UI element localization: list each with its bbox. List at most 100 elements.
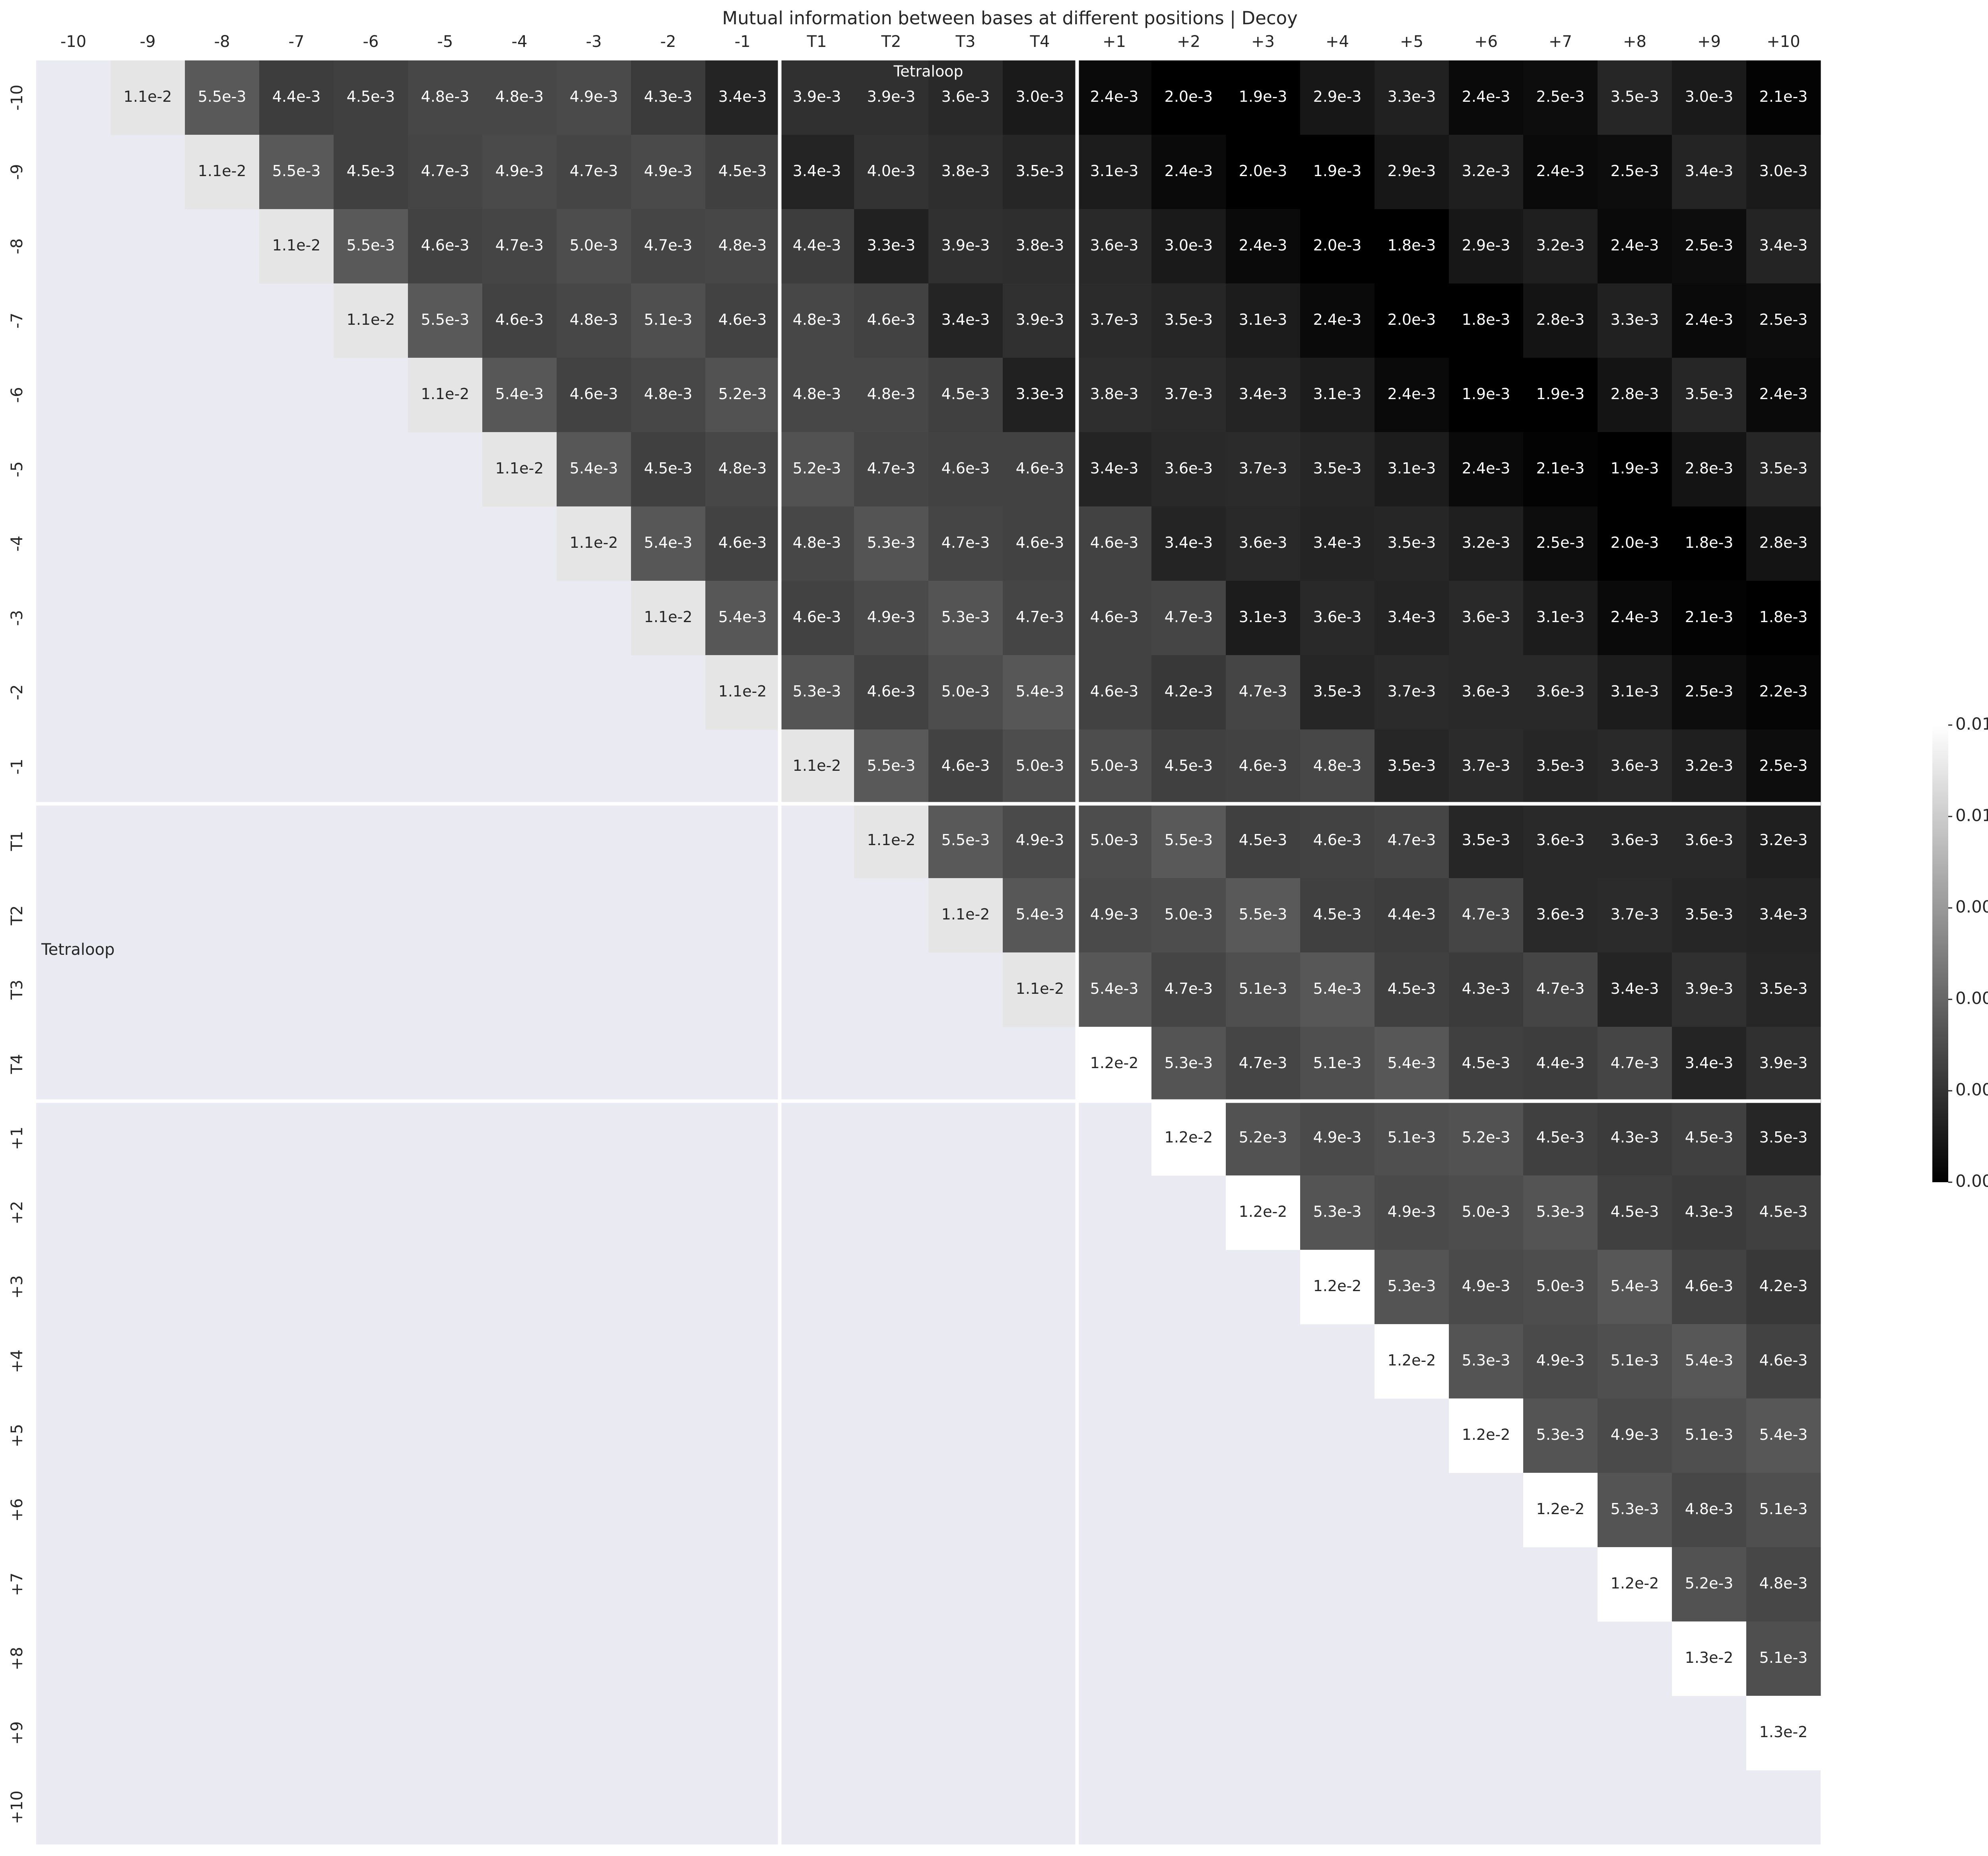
cell-label: 2.8e-3 [1759, 534, 1808, 551]
cell-label: 3.2e-3 [1685, 757, 1734, 774]
cell-label: 3.3e-3 [1388, 88, 1436, 105]
heatmap-cell [1300, 804, 1375, 879]
heatmap-cell [1300, 60, 1375, 135]
colorbar-tick-label: 0.008 [1955, 897, 1988, 917]
cell-label: 5.5e-3 [942, 831, 990, 849]
heatmap-cell [1746, 1101, 1821, 1176]
cell-label: 3.6e-3 [1462, 608, 1510, 626]
heatmap-cell [1003, 878, 1077, 953]
heatmap-cell [1672, 358, 1747, 432]
colorbar-tick-label: 0.010 [1955, 806, 1988, 825]
heatmap-cell [854, 358, 929, 432]
heatmap-cell [1449, 135, 1524, 209]
heatmap-cell [705, 283, 780, 358]
cell-label: 3.6e-3 [1536, 683, 1585, 700]
cell-label: 2.5e-3 [1759, 757, 1808, 774]
cell-label: 2.0e-3 [1611, 534, 1659, 551]
heatmap-cell [557, 209, 631, 284]
heatmap-cell [1746, 655, 1821, 730]
heatmap-cell [705, 581, 780, 656]
cell-label: 1.1e-2 [1016, 980, 1064, 997]
heatmap-cell [1449, 358, 1524, 432]
cell-label: 1.1e-2 [495, 460, 544, 477]
heatmap-cell [1449, 1101, 1524, 1176]
cell-label: 4.4e-3 [1536, 1054, 1585, 1072]
cell-label: 2.8e-3 [1685, 460, 1734, 477]
colorbar [1932, 725, 1948, 1182]
heatmap-cell [1746, 1175, 1821, 1250]
heatmap-cell [1449, 60, 1524, 135]
cell-label: 5.0e-3 [1090, 831, 1139, 849]
heatmap-cell [780, 358, 854, 432]
cell-label: 1.8e-3 [1685, 534, 1734, 551]
heatmap-cell [1523, 432, 1598, 507]
cell-label: 1.1e-2 [124, 88, 172, 105]
heatmap-cell [1226, 283, 1301, 358]
cell-label: 4.6e-3 [942, 757, 990, 774]
heatmap-cell [1523, 283, 1598, 358]
cell-label: 3.5e-3 [1313, 683, 1362, 700]
heatmap-cell [1672, 1324, 1747, 1399]
cell-label: 3.4e-3 [793, 162, 841, 180]
heatmap-cell [1375, 283, 1449, 358]
cell-label: 3.4e-3 [1388, 608, 1436, 626]
heatmap-cell [1449, 432, 1524, 507]
heatmap-cell [1300, 952, 1375, 1027]
heatmap-cell [1449, 581, 1524, 656]
cell-label: 1.1e-2 [421, 385, 470, 403]
heatmap-cell [1746, 1696, 1821, 1771]
cell-label: 4.5e-3 [1388, 980, 1436, 997]
heatmap-cell [928, 581, 1003, 656]
heatmap-cell [1375, 432, 1449, 507]
cell-label: 4.6e-3 [1685, 1277, 1734, 1295]
heatmap-cell [1449, 655, 1524, 730]
cell-label: 4.8e-3 [495, 88, 544, 105]
cell-label: 4.5e-3 [1462, 1054, 1510, 1072]
heatmap-cell [854, 432, 929, 507]
chart-title: Mutual information between bases at diff… [722, 8, 1297, 29]
x-tick-label: +3 [1251, 33, 1275, 51]
heatmap-cell [1003, 804, 1077, 879]
cell-label: 5.3e-3 [1611, 1500, 1659, 1518]
heatmap-cell [1598, 1324, 1672, 1399]
cell-label: 4.8e-3 [570, 311, 618, 328]
cell-label: 3.6e-3 [1611, 757, 1659, 774]
cell-label: 4.8e-3 [1685, 1500, 1734, 1518]
x-tick-label: +1 [1103, 33, 1126, 51]
heatmap-cell [1746, 952, 1821, 1027]
cell-label: 4.2e-3 [1165, 683, 1213, 700]
cell-label: 5.0e-3 [942, 683, 990, 700]
heatmap-cell [1151, 952, 1226, 1027]
cell-label: 4.7e-3 [421, 162, 470, 180]
heatmap-cell [780, 506, 854, 581]
heatmap-cell [1746, 1473, 1821, 1548]
cell-label: 4.6e-3 [942, 460, 990, 477]
y-tick-label: -1 [8, 759, 26, 775]
cell-label: 4.6e-3 [867, 683, 916, 700]
heatmap-cell [705, 655, 780, 730]
heatmap-cell [259, 60, 334, 135]
cell-label: 1.2e-2 [1536, 1500, 1585, 1518]
cell-label: 5.4e-3 [1388, 1054, 1436, 1072]
cell-label: 4.3e-3 [644, 88, 693, 105]
cell-label: 3.5e-3 [1759, 980, 1808, 997]
cell-label: 5.1e-3 [1611, 1352, 1659, 1369]
cell-label: 5.4e-3 [1759, 1426, 1808, 1443]
heatmap-cell [1672, 1175, 1747, 1250]
heatmap-cell [1523, 729, 1598, 804]
cell-label: 4.9e-3 [1090, 906, 1139, 923]
cell-label: 5.2e-3 [718, 385, 767, 403]
heatmap-cell [1746, 358, 1821, 432]
heatmap-cell [1598, 432, 1672, 507]
heatmap-cell [1077, 60, 1152, 135]
heatmap-cell [854, 506, 929, 581]
heatmap-cell [1077, 432, 1152, 507]
heatmap-cell [1746, 1547, 1821, 1622]
heatmap-cell [1672, 729, 1747, 804]
heatmap-cell [705, 60, 780, 135]
cell-label: 2.1e-3 [1685, 608, 1734, 626]
cell-label: 4.6e-3 [1313, 831, 1362, 849]
heatmap-cell [1375, 1175, 1449, 1250]
heatmap-cell [1672, 432, 1747, 507]
